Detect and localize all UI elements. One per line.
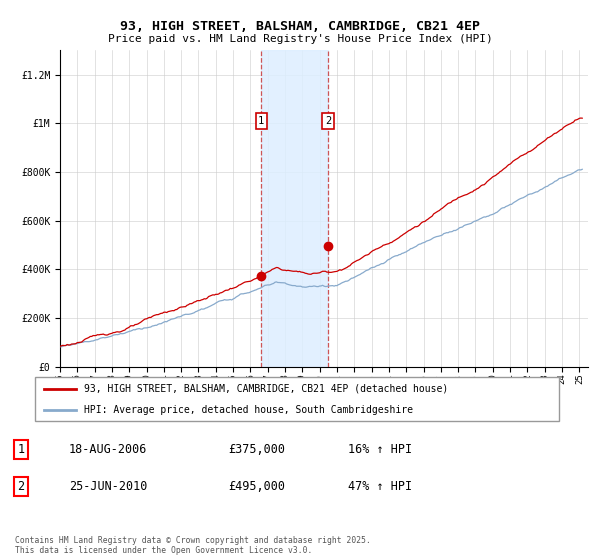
Text: 93, HIGH STREET, BALSHAM, CAMBRIDGE, CB21 4EP (detached house): 93, HIGH STREET, BALSHAM, CAMBRIDGE, CB2… — [84, 384, 448, 394]
Bar — [262, 50, 328, 367]
FancyBboxPatch shape — [35, 377, 559, 421]
Text: 47% ↑ HPI: 47% ↑ HPI — [348, 479, 412, 493]
Text: 93, HIGH STREET, BALSHAM, CAMBRIDGE, CB21 4EP: 93, HIGH STREET, BALSHAM, CAMBRIDGE, CB2… — [120, 20, 480, 32]
Text: 18-AUG-2006: 18-AUG-2006 — [69, 444, 148, 456]
Text: 16% ↑ HPI: 16% ↑ HPI — [348, 444, 412, 456]
Text: HPI: Average price, detached house, South Cambridgeshire: HPI: Average price, detached house, Sout… — [84, 405, 413, 415]
Text: £375,000: £375,000 — [228, 444, 285, 456]
Text: £495,000: £495,000 — [228, 479, 285, 493]
Text: 2: 2 — [17, 479, 25, 493]
Text: 1: 1 — [258, 116, 265, 126]
Text: 25-JUN-2010: 25-JUN-2010 — [69, 479, 148, 493]
Text: 2: 2 — [325, 116, 331, 126]
Text: Price paid vs. HM Land Registry's House Price Index (HPI): Price paid vs. HM Land Registry's House … — [107, 34, 493, 44]
Text: Contains HM Land Registry data © Crown copyright and database right 2025.
This d: Contains HM Land Registry data © Crown c… — [15, 536, 371, 555]
Text: 1: 1 — [17, 444, 25, 456]
